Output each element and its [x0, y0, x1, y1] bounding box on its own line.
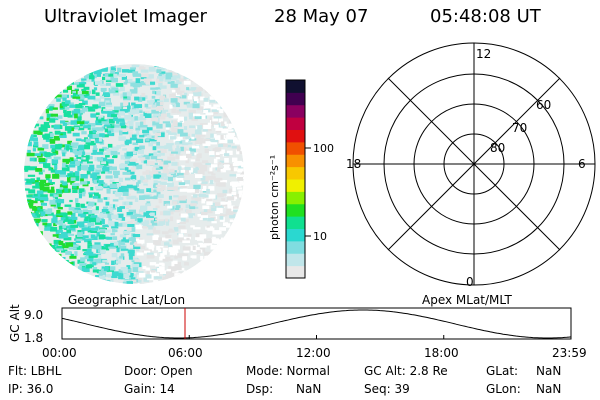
colorbar [286, 80, 305, 279]
polar-diagonal-2 [387, 77, 561, 251]
xtick-label-1200: 12:00 [296, 346, 331, 360]
timeline-x-ticks [61, 335, 572, 339]
ytick-9: 9.0 [24, 308, 43, 322]
filter-info: Flt: LBHL [8, 364, 62, 378]
mlt-label-12: 12 [476, 47, 491, 61]
gain-info: Gain: 14 [124, 382, 175, 396]
colorbar-tick-label-100: 100 [313, 142, 334, 155]
xtick-label-1800: 18:00 [424, 346, 459, 360]
mlt-label-18: 18 [346, 157, 361, 171]
xtick-label-2359: 23:59 [552, 346, 587, 360]
uv-image-disc [24, 64, 244, 284]
altitude-curve [61, 309, 572, 339]
time-label: 05:48:08 UT [430, 6, 541, 27]
ip-info: IP: 36.0 [8, 382, 54, 396]
xtick-label-0600: 06:00 [168, 346, 203, 360]
colorbar-frame [285, 79, 306, 279]
mode-info: Mode: Normal [246, 364, 330, 378]
dsp-value: NaN [296, 382, 322, 396]
colorbar-unit-label: photon cm⁻²s⁻¹ [268, 155, 281, 240]
glat-value: NaN [536, 364, 562, 378]
xtick-label-0000: 00:00 [42, 346, 77, 360]
ytick-1_8: 1.8 [24, 331, 43, 345]
mlt-label-6: 6 [578, 157, 586, 171]
gc-alt-axis-label: GC Alt [8, 304, 22, 342]
lat-label-80: 80 [490, 141, 505, 155]
apex-title: Apex MLat/MLT [422, 293, 512, 307]
seq-info: Seq: 39 [364, 382, 410, 396]
door-info: Door: Open [124, 364, 193, 378]
glon-value: NaN [536, 382, 562, 396]
glon-label: GLon: [486, 382, 521, 396]
gc-alt-info: GC Alt: 2.8 Re [364, 364, 448, 378]
date-label: 28 May 07 [274, 6, 369, 27]
glat-label: GLat: [486, 364, 519, 378]
mlt-label-0: 0 [466, 275, 474, 289]
instrument-title: Ultraviolet Imager [44, 6, 207, 27]
colorbar-tick-label-10: 10 [313, 230, 327, 243]
geographic-title: Geographic Lat/Lon [68, 293, 185, 307]
dsp-label: Dsp: [246, 382, 274, 396]
lat-label-60: 60 [536, 98, 551, 112]
polar-grid [352, 42, 596, 286]
lat-label-70: 70 [512, 121, 527, 135]
